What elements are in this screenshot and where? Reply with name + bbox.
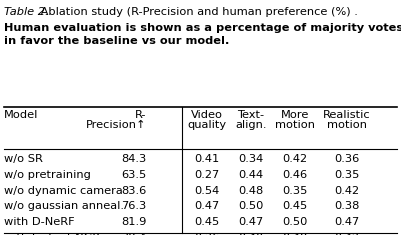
Text: Model: Model	[4, 110, 38, 121]
Text: Video: Video	[190, 110, 223, 121]
Text: 0.54: 0.54	[194, 186, 219, 196]
Text: 0.48: 0.48	[282, 233, 307, 235]
Text: 0.47: 0.47	[238, 217, 263, 227]
Text: More: More	[281, 110, 309, 121]
Text: 0.35: 0.35	[334, 170, 360, 180]
Text: Precision↑: Precision↑	[86, 120, 146, 130]
Text: w/o gaussian anneal.: w/o gaussian anneal.	[4, 201, 124, 212]
Text: 0.50: 0.50	[282, 217, 308, 227]
Text: 0.45: 0.45	[194, 217, 219, 227]
Text: 0.42: 0.42	[334, 186, 359, 196]
Text: R-: R-	[135, 110, 146, 121]
Text: 0.42: 0.42	[282, 154, 307, 164]
Text: 81.9: 81.9	[121, 217, 146, 227]
Text: 0.41: 0.41	[194, 154, 219, 164]
Text: with Instant NGP: with Instant NGP	[4, 233, 99, 235]
Text: 0.36: 0.36	[194, 233, 219, 235]
Text: 83.6: 83.6	[121, 186, 146, 196]
Text: w/o SR: w/o SR	[4, 154, 43, 164]
Text: 0.47: 0.47	[194, 201, 219, 212]
Text: motion: motion	[275, 120, 315, 130]
Text: motion: motion	[327, 120, 367, 130]
Text: Human evaluation is shown as a percentage of majority votes
in favor the baselin: Human evaluation is shown as a percentag…	[4, 23, 401, 46]
Text: 0.45: 0.45	[282, 201, 307, 212]
Text: w/o pretraining: w/o pretraining	[4, 170, 91, 180]
Text: quality: quality	[187, 120, 226, 130]
Text: 0.48: 0.48	[238, 186, 263, 196]
Text: 84.3: 84.3	[121, 154, 146, 164]
Text: Realistic: Realistic	[323, 110, 371, 121]
Text: 0.38: 0.38	[334, 201, 360, 212]
Text: 0.36: 0.36	[334, 154, 359, 164]
Text: Table 2.: Table 2.	[4, 7, 49, 17]
Text: 0.44: 0.44	[238, 170, 263, 180]
Text: with D-NeRF: with D-NeRF	[4, 217, 75, 227]
Text: 76.3: 76.3	[121, 201, 146, 212]
Text: 78.4: 78.4	[121, 233, 146, 235]
Text: 0.46: 0.46	[282, 170, 307, 180]
Text: 0.50: 0.50	[238, 201, 263, 212]
Text: Text-: Text-	[237, 110, 264, 121]
Text: w/o dynamic camera: w/o dynamic camera	[4, 186, 123, 196]
Text: align.: align.	[235, 120, 266, 130]
Text: Ablation study (R-Precision and human preference (%) .: Ablation study (R-Precision and human pr…	[37, 7, 358, 17]
Text: 0.47: 0.47	[334, 217, 359, 227]
Text: 63.5: 63.5	[121, 170, 146, 180]
Text: 0.34: 0.34	[238, 154, 263, 164]
Text: 0.35: 0.35	[282, 186, 308, 196]
Text: 0.27: 0.27	[194, 170, 219, 180]
Text: 0.42: 0.42	[334, 233, 359, 235]
Text: 0.40: 0.40	[238, 233, 263, 235]
